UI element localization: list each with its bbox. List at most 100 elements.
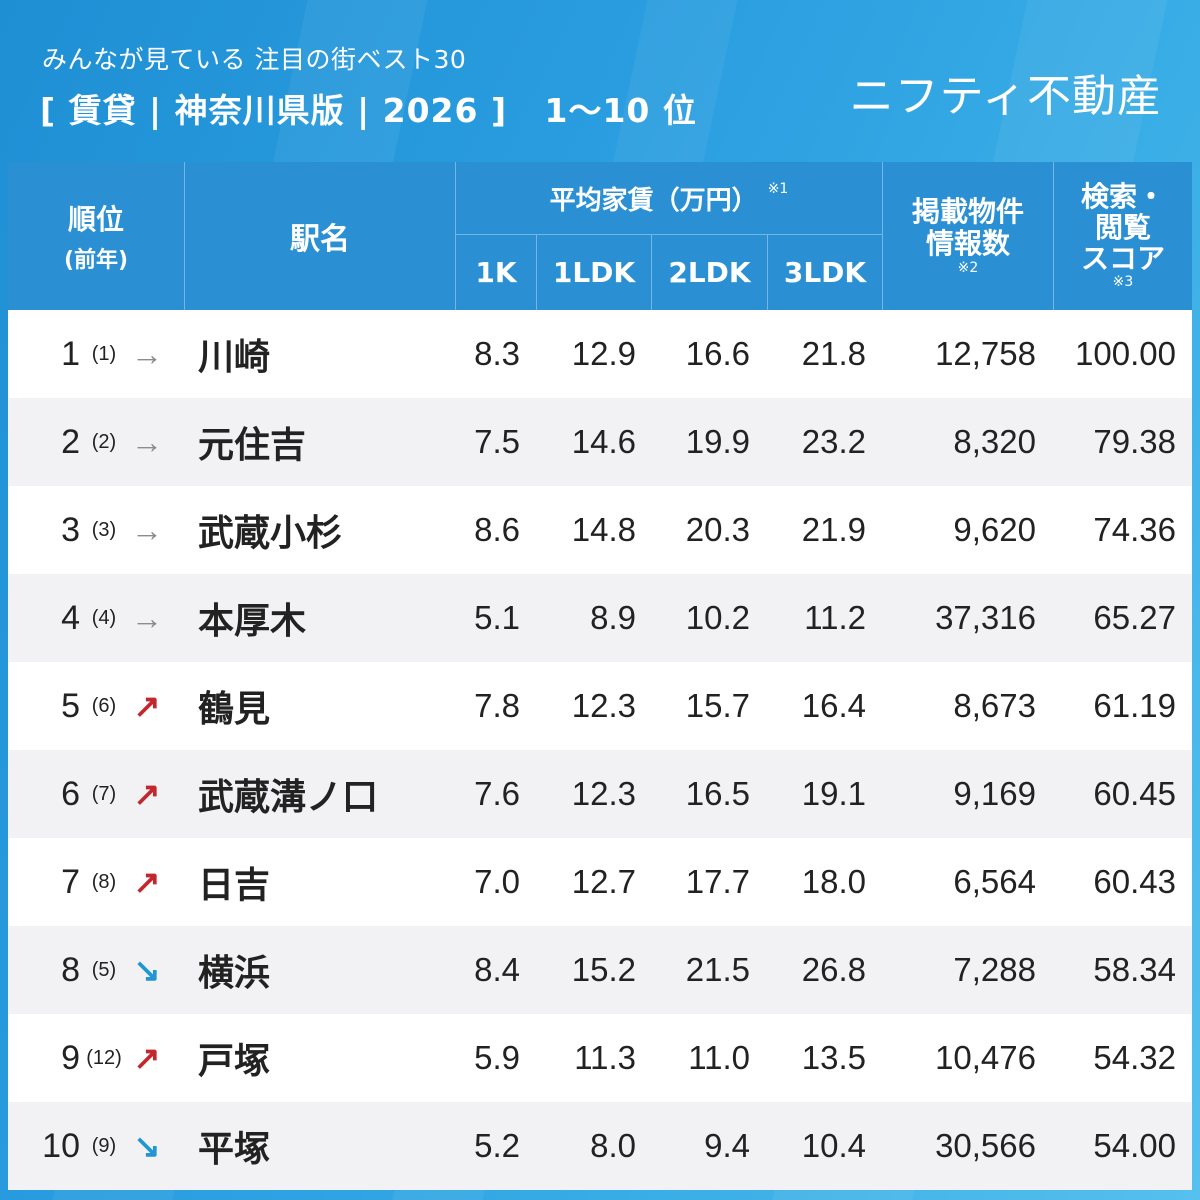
header-divider: [184, 162, 185, 310]
rent-1ldk: 12.3: [571, 687, 636, 724]
search-score: 60.45: [1093, 775, 1176, 812]
header-station: 駅名: [185, 162, 455, 310]
rank-number: 1: [61, 334, 80, 373]
rent-2ldk: 16.5: [685, 775, 750, 812]
header-score-line1: 検索・: [1080, 180, 1165, 214]
search-score: 61.19: [1093, 687, 1176, 724]
rank-number: 4: [61, 598, 80, 637]
header-listings-line1: 掲載物件: [911, 194, 1024, 228]
header-2ldk: 2LDK: [652, 235, 767, 310]
rent-2ldk: 21.5: [685, 951, 750, 988]
search-score: 60.43: [1093, 863, 1176, 900]
rent-2ldk: 10.2: [685, 599, 750, 636]
rent-1k: 7.6: [474, 775, 520, 812]
header-1k-label: 1K: [475, 256, 517, 289]
header-2ldk-label: 2LDK: [668, 256, 751, 289]
rank-number: 8: [61, 950, 80, 989]
rent-1ldk: 14.8: [571, 511, 636, 548]
station-name: 元住吉: [198, 425, 307, 466]
trend-arrow-icon: ↗: [133, 864, 161, 900]
header-divider-horizontal: [456, 234, 882, 235]
search-score: 100.00: [1075, 335, 1176, 372]
brand-logo: ニフティ不動産: [849, 71, 1162, 122]
rent-1k: 5.9: [474, 1039, 520, 1076]
search-score: 79.38: [1093, 423, 1176, 460]
header-3ldk-label: 3LDK: [783, 256, 867, 289]
table-row: 5 (6) ↗ 鶴見 7.8 12.3 15.7 16.4 8,673 61.1…: [8, 662, 1192, 750]
rent-2ldk: 15.7: [685, 687, 750, 724]
rent-2ldk: 9.4: [704, 1127, 750, 1164]
rent-3ldk: 10.4: [801, 1127, 866, 1164]
rank-number: 2: [61, 422, 80, 461]
previous-rank: (12): [86, 1046, 122, 1069]
table-row: 3 (3) → 武蔵小杉 8.6 14.8 20.3 21.9 9,620 74…: [8, 486, 1192, 574]
trend-arrow-icon: →: [131, 511, 163, 548]
rank-number: 6: [61, 774, 80, 813]
rent-1ldk: 12.9: [571, 335, 636, 372]
page-subtitle: みんなが見ている 注目の街ベスト30: [42, 45, 467, 74]
rent-1k: 5.1: [474, 599, 520, 636]
header-1ldk-label: 1LDK: [552, 256, 636, 289]
header-divider: [1053, 162, 1054, 310]
trend-arrow-icon: →: [131, 335, 163, 372]
previous-rank: (3): [91, 518, 117, 541]
rank-number: 5: [61, 686, 80, 725]
rank-number: 10: [42, 1126, 80, 1165]
rent-2ldk: 11.0: [688, 1039, 750, 1076]
rent-3ldk: 11.2: [804, 599, 866, 636]
rent-1k: 5.2: [474, 1127, 520, 1164]
rent-1ldk: 8.9: [590, 599, 636, 636]
rent-1k: 8.3: [474, 335, 520, 372]
trend-arrow-icon: →: [131, 599, 163, 636]
rent-1ldk: 11.3: [574, 1039, 636, 1076]
previous-rank: (4): [91, 606, 117, 629]
search-score: 54.00: [1093, 1127, 1176, 1164]
station-name: 武蔵小杉: [198, 513, 343, 554]
table-row: 6 (7) ↗ 武蔵溝ノ口 7.6 12.3 16.5 19.1 9,169 6…: [8, 750, 1192, 838]
rent-3ldk: 19.1: [801, 775, 866, 812]
rank-number: 9: [61, 1038, 80, 1077]
header-avg-rent: 平均家賃（万円） ※1: [456, 162, 882, 234]
header-score-line3: スコア: [1080, 241, 1165, 275]
header-divider: [536, 235, 537, 310]
rent-3ldk: 21.9: [801, 511, 866, 548]
page-header: みんなが見ている 注目の街ベスト30 [ 賃貸 | 神奈川県版 | 2026 ]…: [0, 0, 1200, 160]
trend-arrow-icon: ↘: [133, 1128, 161, 1164]
rent-3ldk: 26.8: [801, 951, 866, 988]
listings-count: 7,288: [953, 951, 1036, 988]
ranking-table: 順位 (前年) 駅名 平均家賃（万円） ※1 1K 1LDK 2LDK 3LDK: [8, 162, 1192, 1192]
rent-2ldk: 19.9: [685, 423, 750, 460]
listings-count: 10,476: [935, 1039, 1036, 1076]
listings-count: 8,673: [953, 687, 1036, 724]
rent-1ldk: 8.0: [590, 1127, 636, 1164]
rent-2ldk: 16.6: [685, 335, 750, 372]
table-row: 8 (5) ↘ 横浜 8.4 15.2 21.5 26.8 7,288 58.3…: [8, 926, 1192, 1014]
table-header: 順位 (前年) 駅名 平均家賃（万円） ※1 1K 1LDK 2LDK 3LDK: [8, 162, 1192, 310]
rent-3ldk: 21.8: [801, 335, 866, 372]
header-divider: [651, 235, 652, 310]
header-divider: [455, 162, 456, 310]
trend-arrow-icon: ↗: [133, 688, 161, 724]
search-score: 65.27: [1093, 599, 1176, 636]
station-name: 川崎: [198, 337, 271, 378]
listings-count: 9,169: [953, 775, 1036, 812]
listings-count: 12,758: [935, 335, 1036, 372]
station-name: 武蔵溝ノ口: [198, 777, 379, 818]
station-name: 本厚木: [198, 601, 307, 642]
table-row: 1 (1) → 川崎 8.3 12.9 16.6 21.8 12,758 100…: [8, 310, 1192, 398]
trend-arrow-icon: →: [131, 423, 163, 460]
listings-count: 8,320: [953, 423, 1036, 460]
rent-1ldk: 14.6: [571, 423, 636, 460]
table-row: 4 (4) → 本厚木 5.1 8.9 10.2 11.2 37,316 65.…: [8, 574, 1192, 662]
header-listings: 掲載物件 情報数 ※2: [883, 162, 1053, 310]
search-score: 74.36: [1093, 511, 1176, 548]
header-station-label: 駅名: [290, 222, 350, 257]
rent-1k: 7.0: [474, 863, 520, 900]
rent-3ldk: 18.0: [801, 863, 866, 900]
previous-rank: (9): [91, 1134, 117, 1157]
listings-count: 9,620: [953, 511, 1036, 548]
listings-count: 37,316: [935, 599, 1036, 636]
header-score: 検索・ 閲覧 スコア ※3: [1054, 162, 1192, 310]
rent-1ldk: 15.2: [571, 951, 636, 988]
header-divider: [767, 235, 768, 310]
